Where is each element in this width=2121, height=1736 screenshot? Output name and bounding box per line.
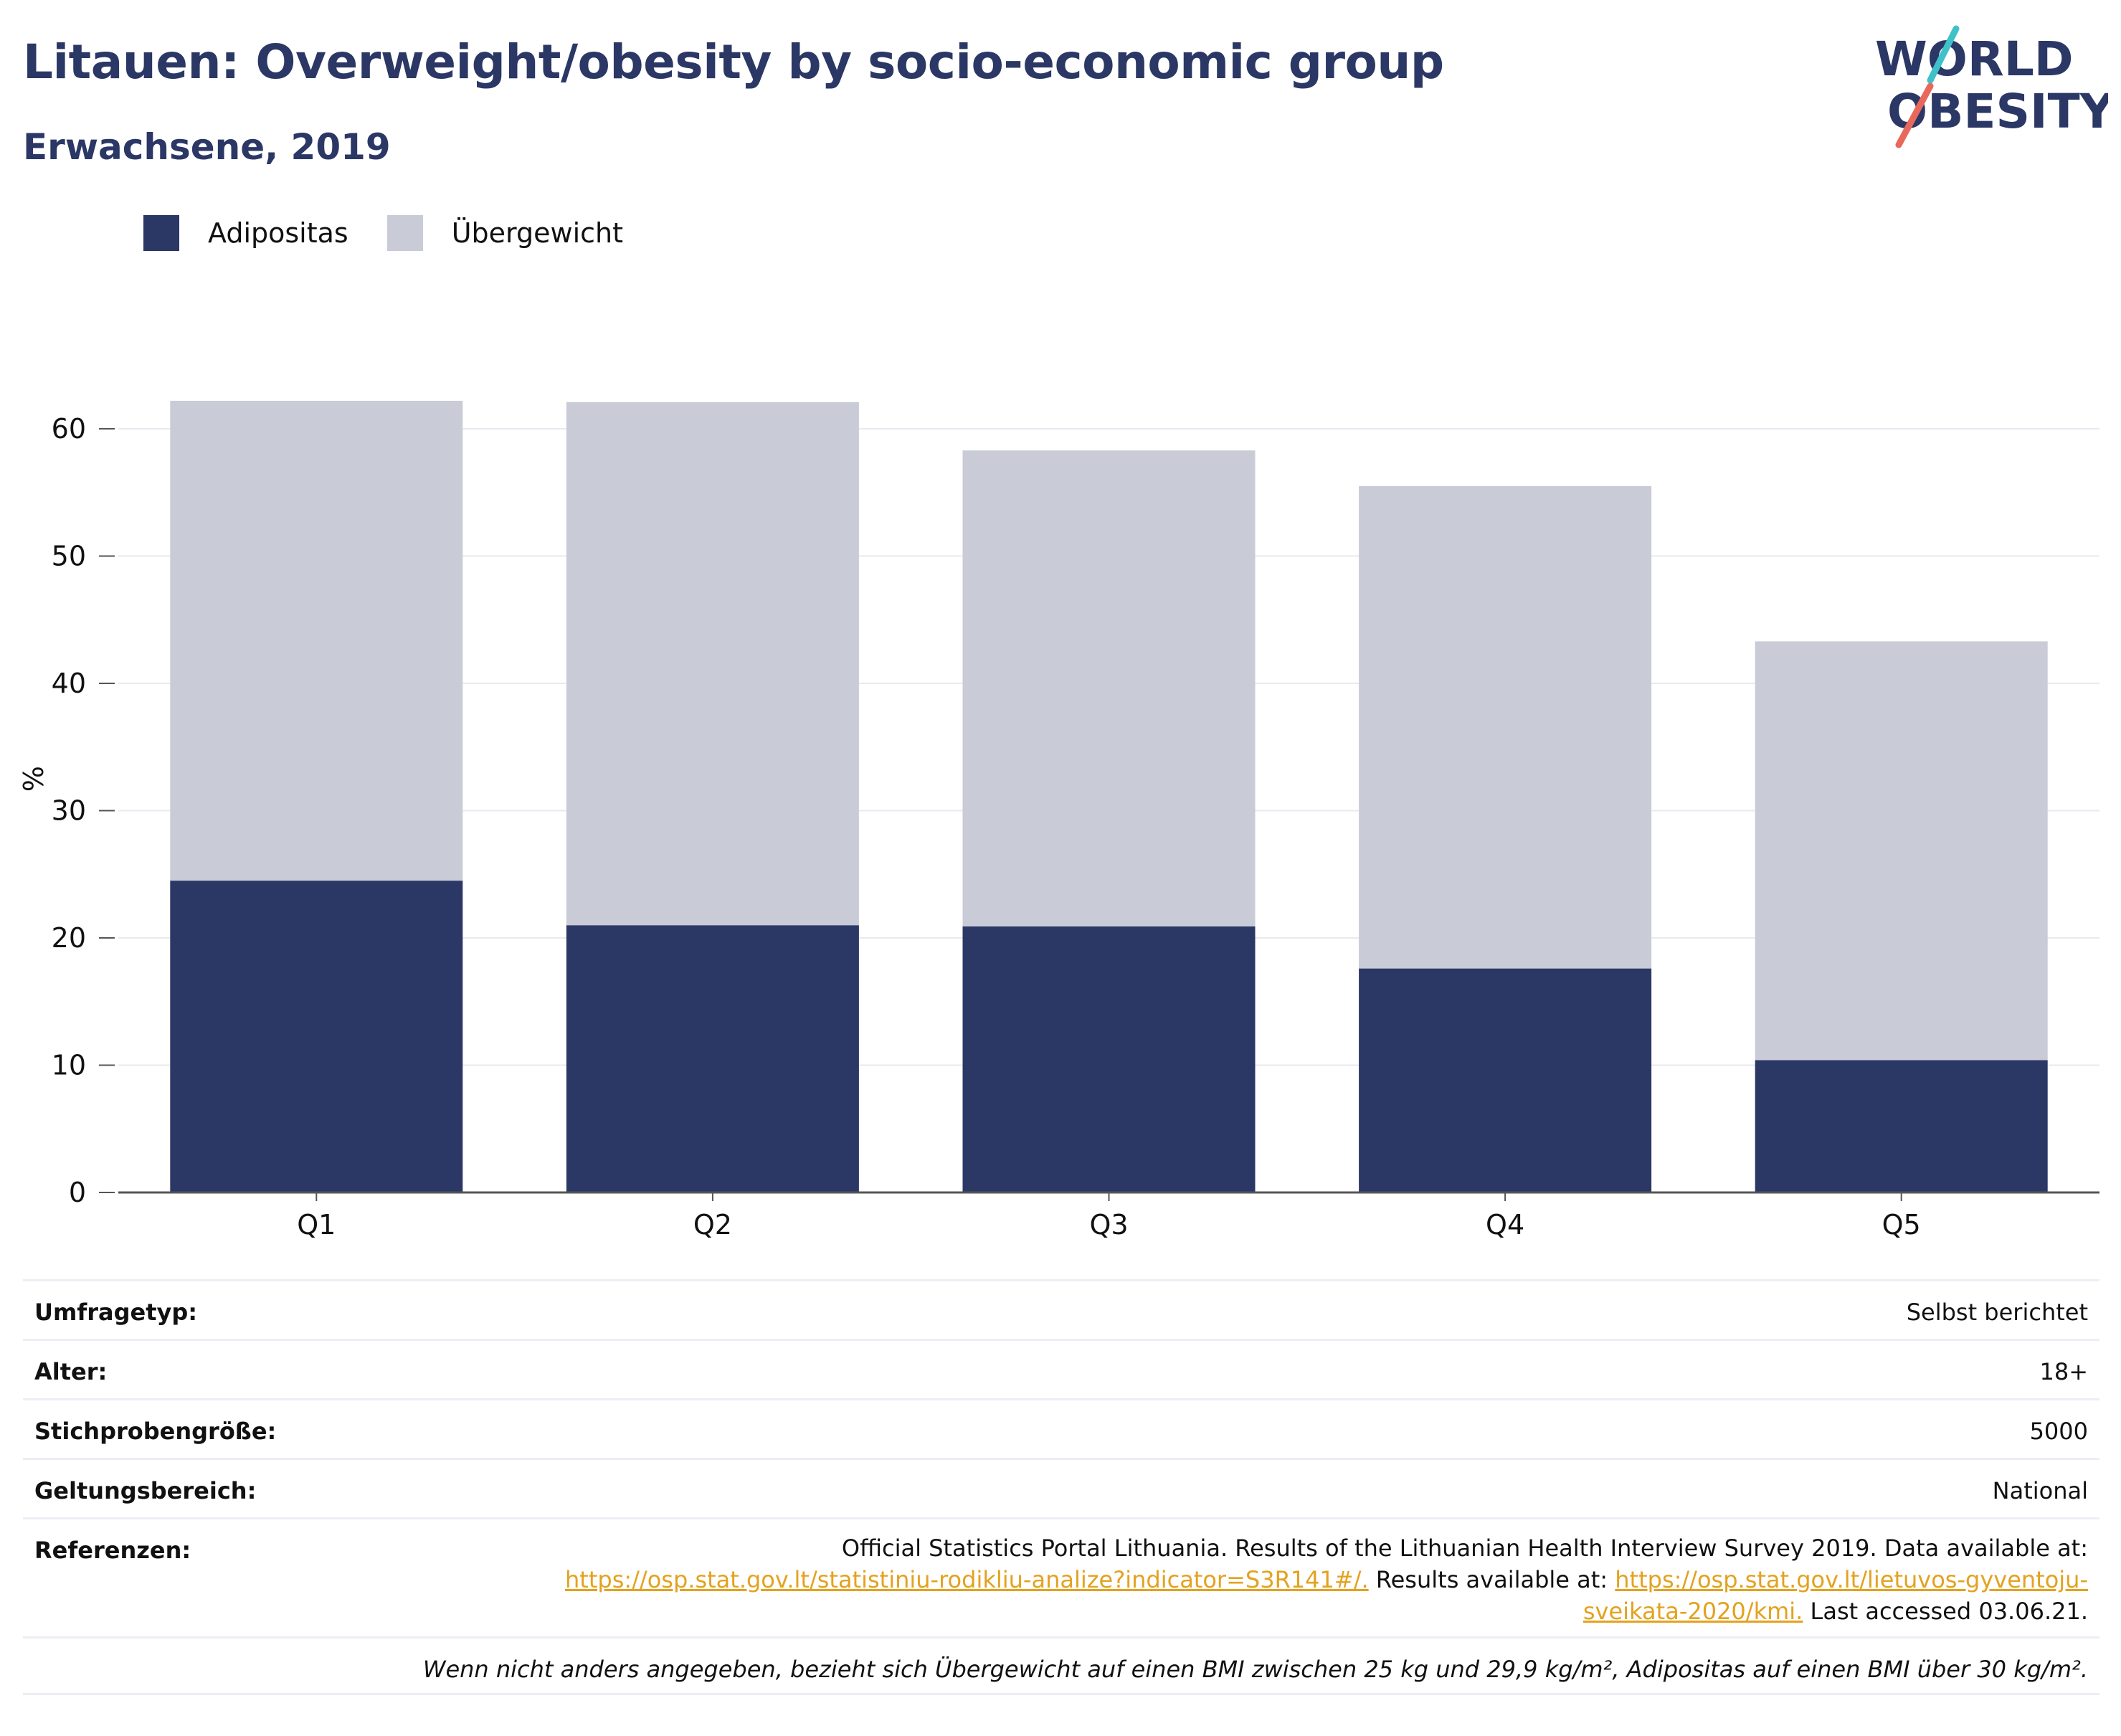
info-row-age: Alter: 18+	[23, 1339, 2099, 1398]
sample-size-label: Stichprobengröße:	[34, 1418, 277, 1445]
bar-adipositas-q2[interactable]	[566, 925, 859, 1192]
age-value: 18+	[2039, 1358, 2088, 1385]
reference-link-2-part-1[interactable]: https://osp.stat.gov.lt/lietuvos-gyvento…	[1615, 1566, 2088, 1593]
legend-swatch-adipositas	[143, 215, 179, 251]
reference-line-1: Official Statistics Portal Lithuania. Re…	[841, 1535, 2088, 1562]
reference-link-2-part-2[interactable]: sveikata-2020/kmi.	[1583, 1598, 1803, 1625]
x-tick-label: Q5	[1882, 1209, 1921, 1241]
page-subtitle: Erwachsene, 2019	[23, 126, 391, 168]
logo-slash-bottom	[1895, 82, 1934, 148]
logo-line1: WORLD	[1875, 32, 2074, 87]
page-title: Litauen: Overweight/obesity by socio-eco…	[23, 34, 1444, 90]
y-tick-label: 10	[52, 1050, 86, 1081]
reference-line-2: https://osp.stat.gov.lt/statistiniu-rodi…	[565, 1564, 2088, 1595]
bar-adipositas-q3[interactable]	[962, 926, 1256, 1192]
logo-slash-top	[1927, 25, 1960, 84]
y-tick-labels: 0 10 20 30 40 50 60	[52, 413, 115, 1208]
reference-mid-text: Results available at:	[1368, 1566, 1615, 1593]
bar-uebergewicht-q4[interactable]	[1359, 485, 1652, 969]
reference-tail: Last accessed 03.06.21.	[1803, 1598, 2089, 1625]
x-tick-label: Q3	[1089, 1209, 1128, 1241]
y-tick-label: 40	[52, 668, 86, 699]
bmi-definition-note: Wenn nicht anders angegeben, bezieht sic…	[422, 1656, 2088, 1683]
bar-adipositas-q4[interactable]	[1359, 968, 1652, 1192]
y-tick-label: 60	[52, 413, 86, 445]
y-tick-label: 30	[52, 795, 86, 827]
references-value: Official Statistics Portal Lithuania. Re…	[565, 1532, 2088, 1627]
info-row-scope: Geltungsbereich: National	[23, 1458, 2099, 1517]
bar-uebergewicht-q5[interactable]	[1755, 641, 2048, 1061]
legend-swatch-uebergewicht	[386, 215, 423, 251]
y-tick-label: 50	[52, 541, 86, 572]
x-tick-label: Q1	[297, 1209, 336, 1241]
reference-line-3: sveikata-2020/kmi. Last accessed 03.06.2…	[565, 1595, 2088, 1627]
legend-item-adipositas[interactable]: Adipositas	[143, 215, 348, 251]
stacked-bar-chart: 0 10 20 30 40 50 60 Q1 Q2 Q3 Q4 Q5 %	[18, 400, 2099, 1241]
scope-label: Geltungsbereich:	[34, 1477, 257, 1504]
survey-type-label: Umfragetyp:	[34, 1299, 198, 1326]
info-row-note: Wenn nicht anders angegeben, bezieht sic…	[23, 1636, 2099, 1695]
x-tick-label: Q2	[693, 1209, 732, 1241]
y-axis-label: %	[18, 766, 49, 792]
sample-size-value: 5000	[2029, 1418, 2088, 1445]
x-tick-label: Q4	[1486, 1209, 1524, 1241]
legend-item-uebergewicht[interactable]: Übergewicht	[386, 215, 623, 251]
reference-link-1[interactable]: https://osp.stat.gov.lt/statistiniu-rodi…	[565, 1566, 1369, 1593]
age-label: Alter:	[34, 1358, 108, 1385]
survey-type-value: Selbst berichtet	[1906, 1299, 2088, 1326]
info-row-sample-size: Stichprobengröße: 5000	[23, 1398, 2099, 1458]
legend-label-uebergewicht: Übergewicht	[451, 217, 623, 249]
survey-info-table: Umfragetyp: Selbst berichtet Alter: 18+ …	[23, 1279, 2099, 1695]
bar-uebergewicht-q1[interactable]	[170, 400, 463, 881]
world-obesity-logo: WORLD OBESITY	[1875, 25, 2108, 148]
bar-adipositas-q5[interactable]	[1755, 1060, 2048, 1192]
chart-legend: Adipositas Übergewicht	[143, 214, 662, 252]
y-tick-label: 20	[52, 922, 86, 954]
bar-series	[170, 400, 2048, 1192]
scope-value: National	[1992, 1477, 2088, 1504]
info-row-references: Referenzen: Official Statistics Portal L…	[23, 1517, 2099, 1636]
legend-label-adipositas: Adipositas	[208, 217, 348, 249]
info-row-survey-type: Umfragetyp: Selbst berichtet	[23, 1279, 2099, 1339]
x-tick-labels: Q1 Q2 Q3 Q4 Q5	[297, 1192, 1921, 1241]
logo-line2: OBESITY	[1887, 84, 2108, 139]
y-tick-label: 0	[69, 1177, 86, 1208]
bar-uebergewicht-q2[interactable]	[566, 402, 859, 926]
bar-adipositas-q1[interactable]	[170, 881, 463, 1192]
references-label: Referenzen:	[34, 1537, 191, 1564]
bar-uebergewicht-q3[interactable]	[962, 450, 1256, 927]
